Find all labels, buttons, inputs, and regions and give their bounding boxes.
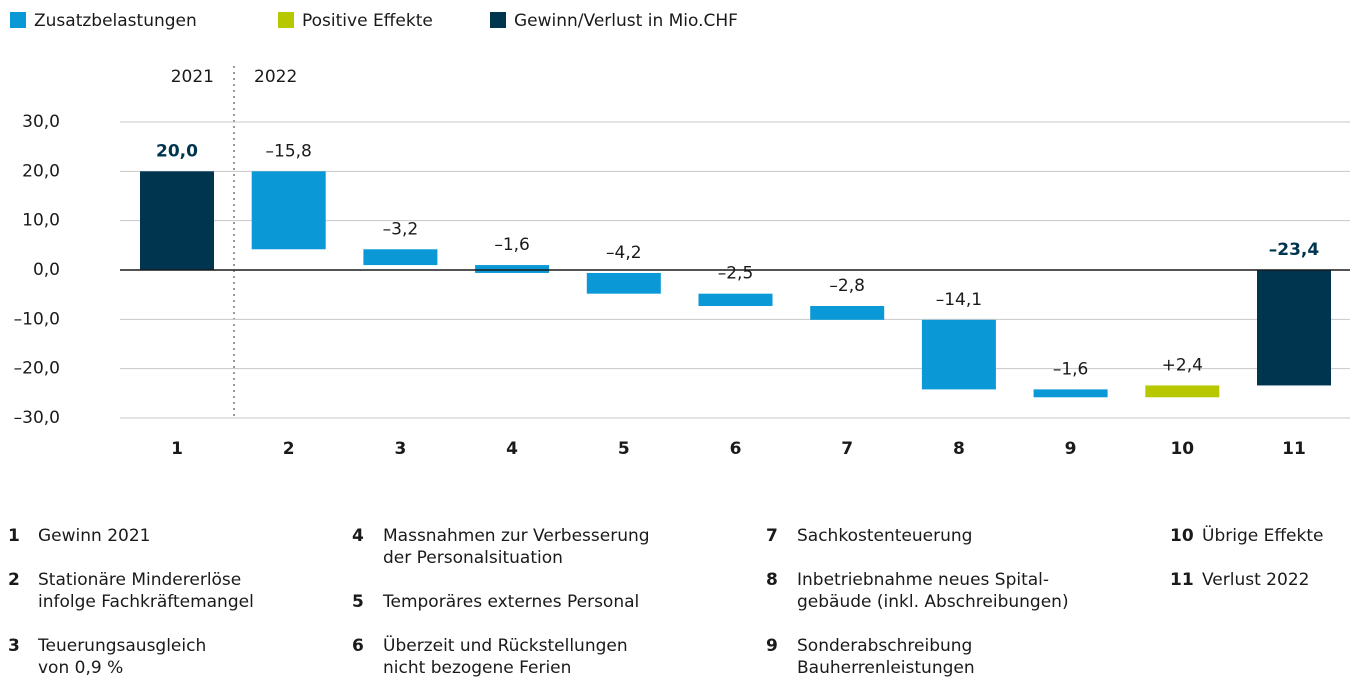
y-tick-label: –30,0 (14, 408, 60, 428)
note-text: der Personalsituation (383, 548, 563, 568)
legend-label: Gewinn/Verlust in Mio.CHF (514, 11, 738, 31)
y-tick-label: –10,0 (14, 309, 60, 329)
note-text: Verlust 2022 (1202, 570, 1309, 590)
x-tick-label: 4 (506, 439, 518, 459)
note-text: Überzeit und Rückstellungen (383, 634, 628, 656)
note-text: Temporäres externes Personal (382, 592, 639, 612)
note-text: Bauherrenleistungen (797, 658, 975, 678)
value-label: –15,8 (266, 141, 312, 161)
note-text: von 0,9 % (38, 658, 123, 678)
value-label: –2,5 (718, 264, 754, 284)
value-label: –3,2 (383, 219, 419, 239)
note-text: infolge Fachkräftemangel (38, 592, 254, 612)
bar (586, 272, 661, 294)
note-text: Gewinn 2021 (38, 526, 150, 546)
bar (1145, 385, 1220, 398)
value-label: –23,4 (1269, 240, 1320, 260)
note-number: 5 (352, 592, 364, 612)
x-tick-label: 3 (394, 439, 406, 459)
bar (251, 171, 326, 250)
value-label: +2,4 (1162, 355, 1203, 375)
period-label: 2021 (171, 67, 214, 87)
note-text: gebäude (inkl. Abschreibungen) (797, 592, 1069, 612)
legend-label: Positive Effekte (302, 11, 433, 31)
y-tick-label: –20,0 (14, 359, 60, 379)
bar (475, 265, 550, 273)
x-tick-label: 8 (953, 439, 965, 459)
value-label: 20,0 (156, 141, 198, 161)
legend-swatch (490, 12, 506, 28)
x-tick-label: 9 (1065, 439, 1077, 459)
note-number: 9 (766, 636, 778, 656)
note-number: 8 (766, 570, 778, 590)
note-text: Übrige Effekte (1202, 524, 1323, 546)
value-label: –14,1 (936, 290, 982, 310)
note-number: 4 (352, 526, 364, 546)
note-text: Teuerungsausgleich (37, 636, 206, 656)
x-tick-label: 5 (618, 439, 630, 459)
period-label: 2022 (254, 67, 297, 87)
value-label: –1,6 (1053, 359, 1089, 379)
note-text: nicht bezogene Ferien (383, 658, 571, 678)
y-tick-label: 0,0 (33, 260, 60, 280)
x-tick-label: 11 (1282, 439, 1306, 459)
note-text: Sonderabschreibung (797, 636, 972, 656)
bar (698, 293, 773, 307)
note-text: Massnahmen zur Verbesserung (383, 526, 650, 546)
y-tick-label: 10,0 (22, 211, 60, 231)
x-tick-label: 6 (730, 439, 742, 459)
x-tick-label: 7 (841, 439, 853, 459)
bar (363, 249, 438, 266)
legend-swatch (278, 12, 294, 28)
y-tick-label: 20,0 (22, 161, 60, 181)
note-number: 10 (1170, 526, 1194, 546)
bar (1257, 270, 1331, 386)
note-text: Stationäre Mindererlöse (38, 570, 241, 590)
note-number: 11 (1170, 570, 1194, 590)
note-number: 6 (352, 636, 364, 656)
bar (1033, 389, 1108, 398)
value-label: –2,8 (829, 276, 865, 296)
legend-label: Zusatzbelastungen (34, 11, 197, 31)
value-label: –1,6 (494, 235, 530, 255)
note-number: 3 (8, 636, 20, 656)
note-number: 2 (8, 570, 20, 590)
bar (140, 171, 214, 270)
y-tick-label: 30,0 (22, 112, 60, 132)
bar (810, 306, 885, 320)
value-label: –4,2 (606, 243, 642, 263)
bar (921, 319, 996, 390)
x-tick-label: 10 (1170, 439, 1194, 459)
note-number: 7 (766, 526, 778, 546)
note-text: Sachkostenteuerung (797, 526, 972, 546)
x-tick-label: 2 (283, 439, 295, 459)
note-text: Inbetriebnahme neues Spital- (797, 570, 1049, 590)
x-tick-label: 1 (171, 439, 183, 459)
legend-swatch (10, 12, 26, 28)
note-number: 1 (8, 526, 20, 546)
